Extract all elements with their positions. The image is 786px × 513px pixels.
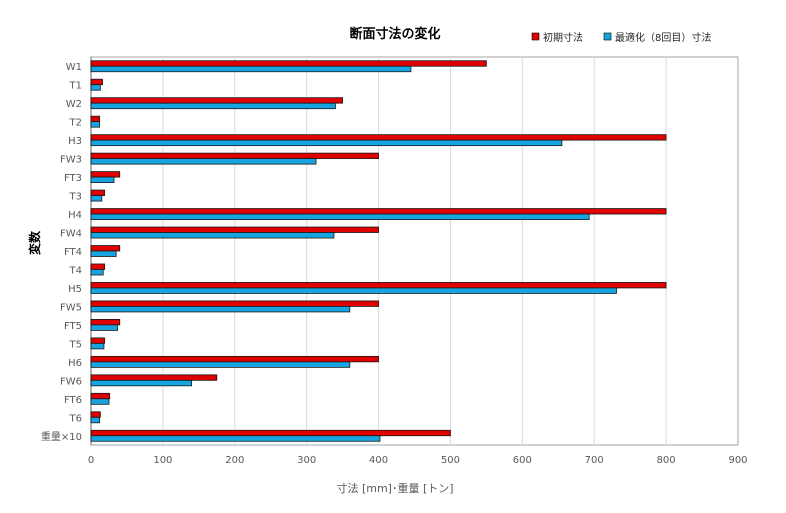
bar-optimized — [90, 176, 115, 183]
x-tick-label: 0 — [88, 455, 94, 466]
bar-optimized — [90, 213, 590, 220]
bar-initial — [90, 171, 121, 178]
bar-initial — [90, 337, 106, 344]
legend-swatch-optimized — [603, 32, 612, 41]
bar-initial — [90, 97, 344, 104]
bar-initial — [90, 374, 218, 381]
x-tick-label: 300 — [297, 455, 316, 466]
bar-initial — [90, 134, 667, 141]
chart-title: 断面寸法の変化 — [349, 26, 440, 42]
bar-initial — [90, 355, 379, 363]
legend-label-optimized: 最適化（8回目）寸法 — [615, 31, 711, 44]
x-tick-label: 800 — [657, 455, 676, 466]
bar-initial — [90, 208, 667, 215]
bar-optimized — [90, 416, 101, 424]
category-label: H6 — [68, 358, 82, 369]
bar-optimized — [90, 435, 381, 442]
category-label: H3 — [68, 136, 82, 147]
x-tick-label: 700 — [585, 455, 604, 466]
category-label: W1 — [66, 62, 82, 73]
bar-initial — [90, 226, 379, 233]
category-label: T2 — [69, 118, 82, 129]
x-tick-label: 600 — [513, 455, 532, 466]
category-label: FT5 — [64, 321, 82, 332]
x-tick-label: 900 — [728, 455, 747, 466]
bar-optimized — [90, 398, 110, 405]
x-tick-label: 500 — [441, 455, 460, 466]
legend-swatch-initial — [531, 32, 540, 41]
bar-optimized — [90, 379, 193, 387]
bar-initial — [90, 263, 106, 270]
bar-initial — [90, 78, 103, 86]
category-label: FW6 — [60, 376, 82, 387]
bar-initial — [90, 282, 667, 289]
category-label: T5 — [69, 339, 82, 350]
bar-initial — [90, 429, 451, 437]
legend-label-initial: 初期寸法 — [543, 31, 583, 44]
bar-optimized — [90, 195, 103, 202]
bar-initial — [90, 411, 101, 418]
x-tick-label: 200 — [225, 455, 244, 466]
bar-optimized — [90, 306, 351, 313]
bar-optimized — [90, 324, 118, 331]
category-label: FT4 — [64, 247, 82, 258]
category-label: H4 — [68, 210, 82, 221]
bar-optimized — [90, 269, 104, 276]
bar-optimized — [90, 121, 101, 128]
bar-initial — [90, 152, 379, 160]
x-axis-title: 寸法 [mm]･重量 [トン] — [336, 481, 453, 495]
x-tick-label: 400 — [369, 455, 388, 466]
bar-optimized — [90, 65, 412, 73]
category-label: FW3 — [60, 155, 82, 166]
category-label: FT6 — [64, 395, 82, 406]
bar-initial — [90, 115, 101, 123]
bar-initial — [90, 300, 379, 307]
legend: 初期寸法 最適化（8回目）寸法 — [531, 31, 711, 44]
category-label: FW4 — [60, 229, 82, 240]
category-label: T3 — [69, 192, 82, 203]
category-label: T1 — [69, 81, 82, 92]
bar-optimized — [90, 361, 351, 368]
category-label: H5 — [68, 284, 82, 295]
y-axis-title: 変数 — [27, 230, 42, 255]
bar-optimized — [90, 250, 117, 257]
category-label: FW5 — [60, 302, 82, 313]
bar-optimized — [90, 287, 617, 294]
bar-optimized — [90, 342, 105, 350]
bar-optimized — [90, 139, 563, 147]
plot-area — [90, 56, 739, 446]
bar-initial — [90, 60, 487, 67]
bar-optimized — [90, 102, 336, 110]
category-label: W2 — [66, 99, 82, 110]
x-tick-label: 100 — [153, 455, 172, 466]
bar-initial — [90, 392, 111, 400]
bar-initial — [90, 319, 121, 326]
category-label: T4 — [69, 265, 82, 276]
bar-optimized — [90, 232, 335, 239]
category-label: T6 — [69, 413, 82, 424]
bar-optimized — [90, 158, 317, 165]
bar-initial — [90, 245, 121, 252]
bar-initial — [90, 189, 106, 196]
category-label: FT3 — [64, 173, 82, 184]
bar-optimized — [90, 84, 101, 91]
category-label: 重量×10 — [41, 430, 82, 443]
